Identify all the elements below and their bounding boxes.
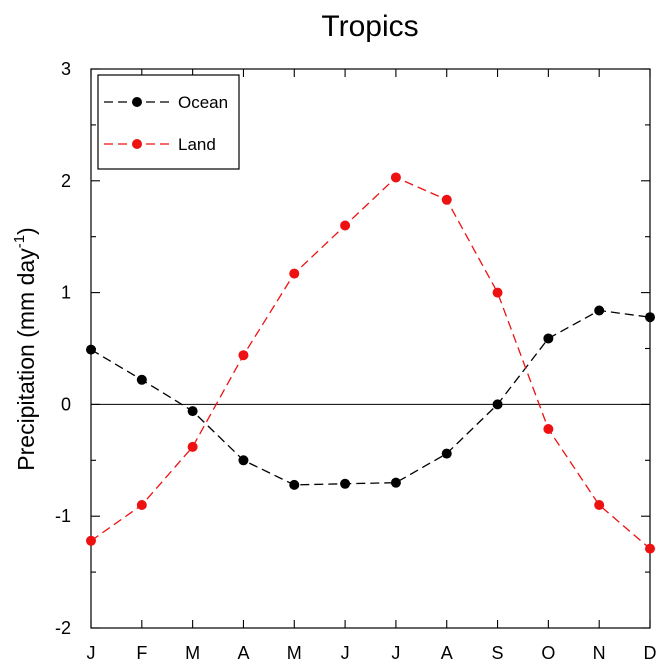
y-tick-label: 0 bbox=[61, 394, 71, 414]
legend-marker-ocean bbox=[132, 97, 142, 107]
series-layer bbox=[86, 172, 655, 554]
y-tick-label: 3 bbox=[61, 59, 71, 79]
point-ocean bbox=[441, 448, 452, 459]
legend-box bbox=[97, 74, 240, 170]
y-axis-label-superscript: -1 bbox=[11, 235, 28, 248]
series-land bbox=[86, 172, 655, 554]
y-tick-label: 2 bbox=[61, 171, 71, 191]
x-tick-label: J bbox=[391, 643, 400, 663]
point-land bbox=[543, 423, 554, 434]
point-ocean bbox=[390, 477, 401, 488]
point-land bbox=[86, 535, 96, 546]
point-ocean bbox=[543, 333, 554, 344]
x-tick-label: J bbox=[341, 643, 350, 663]
point-ocean bbox=[238, 455, 249, 466]
legend-items: Ocean Land bbox=[104, 93, 228, 154]
point-ocean bbox=[136, 374, 147, 385]
point-land bbox=[441, 194, 452, 205]
y-tick-label: -2 bbox=[55, 618, 71, 638]
point-land bbox=[645, 543, 655, 554]
legend-marker-land bbox=[132, 139, 142, 149]
y-axis-label-close: ) bbox=[13, 227, 39, 235]
point-land bbox=[492, 287, 503, 298]
series-line-land bbox=[90, 176, 651, 550]
point-land bbox=[340, 220, 351, 231]
legend: Ocean Land bbox=[97, 74, 240, 170]
point-ocean bbox=[492, 399, 503, 410]
x-tick-label: F bbox=[136, 643, 147, 663]
x-tick-label: J bbox=[87, 643, 96, 663]
point-ocean bbox=[289, 479, 300, 490]
x-tick-label: M bbox=[287, 643, 302, 663]
chart-title: Tropics bbox=[321, 10, 418, 43]
y-axis-label: Precipitation (mm day-1) bbox=[11, 227, 39, 470]
legend-label-ocean: Ocean bbox=[178, 93, 228, 112]
point-ocean bbox=[340, 478, 351, 489]
point-ocean bbox=[594, 305, 605, 316]
point-land bbox=[238, 350, 249, 361]
x-tick-label: N bbox=[593, 643, 606, 663]
x-tick-label: S bbox=[492, 643, 504, 663]
y-tick-label: 1 bbox=[61, 283, 71, 303]
x-tick-label: D bbox=[644, 643, 656, 663]
y-axis-label-main: Precipitation (mm day bbox=[13, 248, 39, 471]
point-ocean bbox=[187, 406, 198, 417]
point-ocean bbox=[86, 344, 96, 355]
x-tick-label: O bbox=[541, 643, 555, 663]
point-land bbox=[136, 500, 147, 511]
x-tick-label: A bbox=[237, 643, 249, 663]
point-ocean bbox=[645, 312, 655, 323]
point-land bbox=[390, 172, 401, 183]
series-ocean bbox=[86, 305, 655, 490]
point-land bbox=[289, 268, 300, 279]
legend-label-land: Land bbox=[178, 135, 216, 154]
series-line-ocean bbox=[90, 309, 651, 486]
point-land bbox=[594, 500, 605, 511]
x-tick-label: A bbox=[441, 643, 453, 663]
x-tick-label: M bbox=[185, 643, 200, 663]
y-tick-label: -1 bbox=[55, 506, 71, 526]
point-land bbox=[187, 441, 198, 452]
